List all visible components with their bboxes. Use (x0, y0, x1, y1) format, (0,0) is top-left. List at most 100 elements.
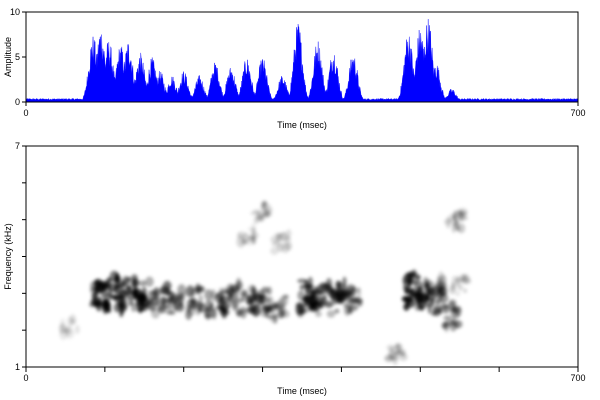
spectrogram-energy-mark (414, 275, 421, 280)
spectrogram-energy-mark (334, 308, 340, 314)
spectrogram-energy-mark (115, 274, 121, 287)
spectrogram-energy-mark (443, 315, 452, 320)
spectrogram-energy-mark (261, 203, 272, 209)
spectrogram-energy-mark (265, 297, 271, 304)
spectrogram-energy-mark (103, 282, 109, 288)
spectrogram-energy-mark (349, 297, 359, 304)
spectrogram-energy-mark (295, 301, 305, 309)
spectrogram-frame (25, 145, 579, 368)
spectrogram-energy-mark (94, 286, 100, 296)
spectrogram-energy-mark (139, 280, 147, 287)
spectrogram-energy-mark (434, 281, 443, 294)
oscillogram-waveform-path (25, 19, 579, 103)
spectrogram-energy-mark (126, 286, 132, 294)
spectrogram-energy-mark (357, 287, 361, 298)
spectrogram-energy-mark (315, 311, 322, 317)
spectrogram-x-tick-label: 700 (570, 373, 585, 383)
spectrogram-energy-mark (165, 304, 175, 310)
spectrogram-energy-mark (297, 290, 305, 301)
spectrogram-energy-mark (117, 293, 126, 302)
spectrogram-x-tick-label: 0 (23, 373, 28, 383)
spectrogram-y-tick-label: 1 (15, 362, 20, 372)
spectrogram-energy-mark (131, 303, 137, 312)
spectrogram-energy-mark (458, 215, 469, 221)
spectrogram-energy-mark (108, 286, 113, 299)
spectrogram-energy-mark (454, 209, 463, 218)
spectrogram-energy-mark (426, 287, 431, 295)
spectrogram-energy-mark (219, 301, 229, 313)
spectrogram-energy-mark (384, 355, 395, 362)
spectrogram-energy-mark (254, 293, 265, 304)
spectrogram-energy-mark (448, 299, 456, 311)
spectrogram-energy-mark (195, 307, 201, 316)
spectrogram-energy-mark (342, 276, 347, 288)
spectrogram-energy-mark (440, 274, 446, 284)
spectrogram-energy-mark (403, 303, 410, 311)
spectrogram-energy-mark (299, 284, 305, 291)
spectrogram-energy-mark (154, 287, 160, 296)
spectrogram-energy-mark (173, 299, 182, 307)
spectrogram-energy-mark (241, 292, 248, 298)
spectrogram-energy-mark (398, 353, 408, 361)
spectrogram-ticks: 1 7 0 700 (15, 141, 586, 383)
spectrogram-energy-mark (69, 318, 77, 325)
spectrogram-energy-mark (455, 275, 461, 288)
spectrogram-energy-mark (452, 220, 459, 227)
spectrogram-energy-mark (125, 276, 133, 282)
spectrogram-energy-mark (455, 290, 461, 297)
spectrogram-energy-mark (297, 278, 307, 283)
spectrogram-energy-mark (405, 295, 411, 307)
spectrogram-energy-mark (227, 293, 233, 306)
oscillogram-panel: 0 5 10 0 700 Time (msec) Amplitude (3, 7, 586, 130)
spectrogram-energy-layer (58, 200, 472, 366)
spectrogram-energy-mark (279, 295, 289, 307)
spectrogram-energy-mark (463, 288, 468, 294)
spectrogram-energy-mark (59, 328, 68, 340)
spectrogram-energy-mark (313, 301, 321, 313)
spectrogram-energy-mark (298, 308, 307, 315)
spectrogram-energy-mark (404, 288, 414, 295)
spectrogram-x-axis-label: Time (msec) (277, 386, 327, 396)
spectrogram-energy-mark (164, 290, 172, 296)
spectrogram-energy-mark (303, 294, 310, 303)
spectrogram-energy-mark (442, 320, 448, 328)
spectrogram-energy-mark (237, 297, 244, 303)
spectrogram-energy-mark (136, 307, 146, 312)
spectrogram-energy-mark (220, 295, 230, 304)
spectrogram-y-tick-label: 7 (15, 141, 20, 151)
oscillogram-y-tick-label: 0 (15, 97, 20, 107)
spectrogram-energy-mark (259, 305, 269, 318)
spectrogram-energy (58, 200, 472, 366)
spectrogram-energy-mark (266, 286, 272, 295)
spectrogram-energy-mark (151, 293, 161, 299)
spectrogram-energy-mark (103, 286, 109, 292)
oscillogram-ticks: 0 5 10 0 700 (10, 7, 586, 118)
oscillogram-y-tick-label: 10 (10, 7, 20, 17)
spectrogram-energy-mark (75, 324, 80, 334)
spectrogram-energy-mark (102, 302, 109, 315)
spectrogram-energy-mark (326, 310, 336, 318)
spectrogram-panel: 1 7 0 700 Time (msec) Frequency (kHz) (3, 141, 586, 396)
spectrogram-energy-mark (425, 283, 430, 288)
spectrogram-energy-mark (335, 290, 340, 297)
spectrogram-energy-mark (394, 350, 401, 355)
spectrogram-energy-mark (449, 283, 456, 296)
spectrogram-energy-mark (93, 278, 103, 286)
spectrogram-energy-mark (251, 222, 256, 235)
spectrogram-energy-mark (247, 235, 256, 241)
spectrogram-energy-mark (250, 211, 260, 216)
oscillogram-x-tick-label: 0 (23, 108, 28, 118)
spectrogram-energy-mark (205, 313, 215, 319)
spectrogram-energy-mark (240, 308, 247, 319)
spectrogram-energy-mark (188, 299, 197, 311)
spectrogram-energy-mark (128, 300, 134, 306)
spectrogram-energy-mark (256, 214, 265, 222)
spectrogram-energy-mark (177, 284, 186, 297)
oscillogram-x-tick-label: 700 (570, 108, 585, 118)
spectrogram-energy-mark (168, 310, 176, 315)
spectrogram-energy-mark (106, 277, 112, 283)
oscillogram-y-tick-label: 5 (15, 52, 20, 62)
spectrogram-energy-mark (185, 285, 195, 298)
spectrogram-energy-mark (140, 294, 148, 301)
spectrogram-energy-mark (454, 320, 460, 329)
